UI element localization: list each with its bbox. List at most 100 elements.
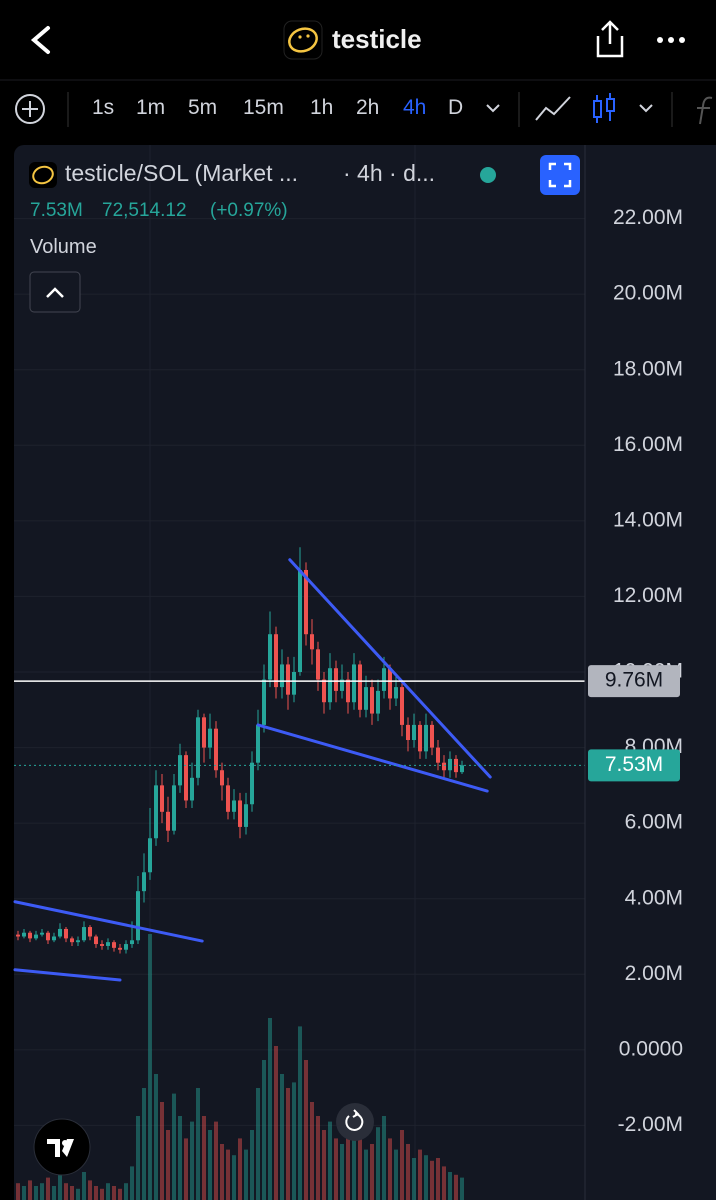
y-tick-label: 0.0000 xyxy=(619,1037,683,1060)
candle-body xyxy=(70,938,74,943)
volume-bar xyxy=(388,1138,392,1200)
volume-bar xyxy=(286,1088,290,1200)
collapse-button[interactable] xyxy=(29,271,81,313)
trend-line xyxy=(13,900,204,943)
volume-bar xyxy=(364,1149,368,1200)
volume-bar xyxy=(382,1116,386,1200)
candle-body xyxy=(412,724,416,741)
volume-bar xyxy=(160,1102,164,1200)
candle-body xyxy=(370,687,374,714)
candle-body xyxy=(46,932,50,941)
volume-bar xyxy=(298,1026,302,1200)
volume-bar xyxy=(244,1149,248,1200)
symbol-details: · 4h · d... xyxy=(343,160,436,186)
volume-bar xyxy=(406,1144,410,1200)
interval-button[interactable]: 15m xyxy=(243,96,284,119)
candle-body xyxy=(154,785,158,839)
y-tick-label: 2.00M xyxy=(625,962,683,985)
volume-bar xyxy=(376,1127,380,1200)
volume-bar xyxy=(454,1174,458,1200)
volume-bar xyxy=(208,1130,212,1200)
volume-bar xyxy=(52,1186,56,1200)
interval-button[interactable]: 2h xyxy=(356,96,380,119)
candle-body xyxy=(220,770,224,786)
reset-button[interactable] xyxy=(336,1103,374,1141)
candle-body xyxy=(352,664,356,703)
price-label: 7.53M xyxy=(605,753,663,776)
y-tick-label: 14.00M xyxy=(613,508,683,531)
volume-bar xyxy=(346,1130,350,1200)
candle-body xyxy=(64,928,68,939)
study-name: Volume xyxy=(30,236,97,258)
volume-bar xyxy=(214,1121,218,1200)
add-button[interactable] xyxy=(15,94,45,124)
volume-bar xyxy=(316,1116,320,1200)
y-tick-label: 4.00M xyxy=(625,886,683,909)
volume-bar xyxy=(154,1074,158,1200)
back-button[interactable] xyxy=(30,26,50,54)
volume-bar xyxy=(28,1180,32,1200)
candle-body xyxy=(118,947,122,950)
volume-bar xyxy=(358,1138,362,1200)
candle-body xyxy=(112,942,116,948)
y-tick-label: 18.00M xyxy=(613,357,683,380)
candle-body xyxy=(34,934,38,939)
interval-button[interactable]: 1h xyxy=(310,96,334,119)
volume-bar xyxy=(442,1166,446,1200)
candles xyxy=(16,547,464,954)
candle-body xyxy=(232,800,236,812)
candle-body xyxy=(388,668,392,699)
candle-body xyxy=(250,762,254,805)
volume-bar xyxy=(64,1183,68,1200)
volume-bar xyxy=(136,1116,140,1200)
candle-body xyxy=(94,936,98,945)
price-label: 9.76M xyxy=(605,669,663,692)
indicators-button[interactable] xyxy=(697,96,713,125)
chart-type-dropdown[interactable] xyxy=(639,104,653,113)
candle-body xyxy=(58,928,62,937)
candle-body xyxy=(28,932,32,939)
volume-bar xyxy=(100,1188,104,1200)
trend-line xyxy=(288,558,492,779)
volume-bar xyxy=(370,1144,374,1200)
volume-bar xyxy=(232,1155,236,1200)
volume-bar xyxy=(262,1060,266,1200)
candle-body xyxy=(196,717,200,778)
line-tool[interactable] xyxy=(535,96,571,121)
more-button[interactable] xyxy=(657,37,685,43)
share-button[interactable] xyxy=(596,20,624,58)
candle-body xyxy=(22,932,26,937)
candle-body xyxy=(82,927,86,941)
drawings xyxy=(13,558,585,982)
token-title: testicle xyxy=(332,24,422,54)
price-label-box xyxy=(588,665,680,698)
interval-button[interactable]: 1s xyxy=(92,96,115,119)
legend-change: (+0.97%) xyxy=(210,200,288,221)
candle-body xyxy=(346,679,350,703)
candle-body xyxy=(316,649,320,680)
candle-type[interactable] xyxy=(593,93,615,123)
interval-button[interactable]: 5m xyxy=(188,96,218,119)
candle-body xyxy=(226,785,230,812)
legend-icons xyxy=(29,155,580,1176)
interval-button[interactable]: D xyxy=(448,96,464,119)
candle-body xyxy=(322,679,326,703)
tradingview-logo[interactable] xyxy=(33,1118,91,1176)
volume-bar xyxy=(76,1188,80,1200)
volume-bar xyxy=(394,1149,398,1200)
symbol-name[interactable]: testicle/SOL (Market ... xyxy=(65,160,299,186)
volume-bar xyxy=(130,1166,134,1200)
candle-body xyxy=(328,668,332,703)
interval-button[interactable]: 4h xyxy=(403,96,427,119)
volume-bar xyxy=(166,1130,170,1200)
interval-button[interactable]: 1m xyxy=(136,96,166,119)
candle-body xyxy=(208,728,212,748)
candle-body xyxy=(172,785,176,831)
fullscreen-button[interactable] xyxy=(540,155,580,195)
candle-body xyxy=(16,934,20,937)
candle-body xyxy=(430,724,434,748)
interval-dropdown[interactable] xyxy=(486,104,500,113)
candle-body xyxy=(292,672,296,695)
candle-body xyxy=(160,785,164,812)
